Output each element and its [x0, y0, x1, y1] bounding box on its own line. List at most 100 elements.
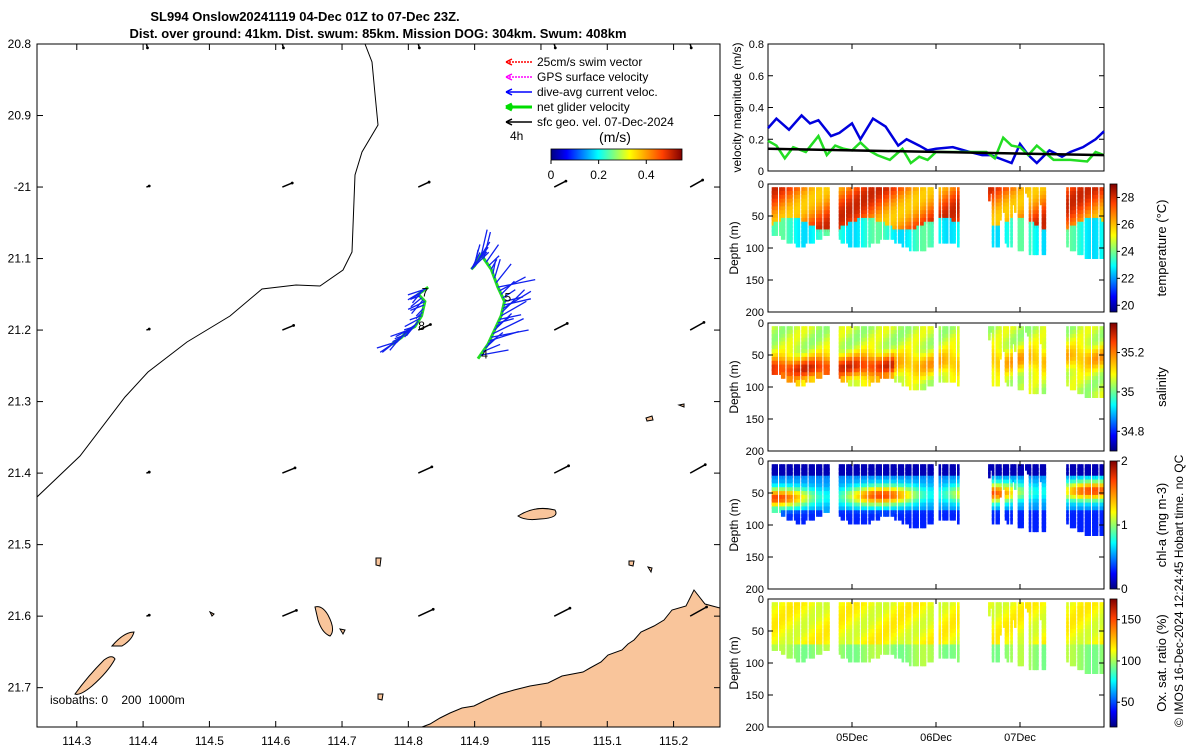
isobaths-label: isobaths: 0 200 1000m [50, 693, 185, 707]
salinity-y-tick-label: 50 [752, 350, 764, 362]
salinity-colorbar-tick-label: 35.2 [1121, 346, 1145, 360]
velocity-series-line [767, 133, 1105, 165]
salinity-colorbar-tick-label: 34.8 [1121, 424, 1145, 438]
salinity-y-axis-label: Depth (m) [727, 360, 741, 413]
temperature-colorbar-tick-label: 28 [1121, 190, 1135, 204]
time-x-tick-label: 06Dec [920, 732, 952, 744]
temperature-colorbar-tick-label: 20 [1121, 298, 1135, 312]
temperature-panel: 0 50 100 150 200 Depth (m) 20 22 24 26 28 temperatu… [727, 179, 1169, 319]
oxygen-y-tick-label: 100 [746, 658, 764, 670]
chla-y-tick-label: 100 [746, 520, 764, 532]
salinity-panel: 0 50 100 150 200 Depth (m) 34.8 35 35.2 salinity [727, 318, 1169, 458]
map-y-tick-label: 21.6 [8, 609, 32, 623]
temperature-y-tick-label: 100 [746, 243, 764, 255]
oxygen-colorbar-tick-label: 150 [1121, 613, 1141, 627]
geo-vector [553, 322, 568, 331]
island [338, 628, 346, 636]
legend-item-label: 25cm/s swim vector [537, 55, 642, 69]
title-line-2: Dist. over ground: 41km. Dist. swum: 85k… [129, 26, 626, 41]
time-x-tick-label: 07Dec [1004, 732, 1036, 744]
map-y-tick-label: 20.8 [8, 37, 32, 51]
island [314, 606, 334, 637]
colorbar [550, 148, 683, 161]
legend-item-label: dive-avg current veloc. [537, 85, 658, 99]
geo-vector [282, 324, 294, 331]
geo-vector [417, 608, 434, 617]
salinity-colorbar-tick-label: 35 [1121, 385, 1135, 399]
oxygen-y-tick-label: 150 [746, 690, 764, 702]
chla-colorbar-label: chl-a (mg m-3) [1154, 483, 1169, 568]
title-line-1: SL994 Onslow20241119 04-Dec 01Z to 07-De… [150, 9, 459, 24]
temperature-colorbar [1109, 183, 1118, 313]
island [375, 557, 382, 567]
time-series-panels: 0 0.2 0.4 0.6 0.8 velocity magnitude (m/s) 0 50… [727, 39, 1169, 744]
chla-y-tick-label: 150 [746, 552, 764, 564]
map-x-tick-label: 114.6 [261, 734, 290, 748]
temperature-colorbar-label: temperature (°C) [1154, 200, 1169, 297]
geo-vector [282, 467, 296, 474]
map-x-tick-label: 114.3 [62, 734, 91, 748]
legend-item-label: sfc geo. vel. 07-Dec-2024 [537, 115, 674, 129]
legend-item-label: GPS surface velocity [537, 70, 648, 84]
colorbar-tick-label: 0.4 [638, 168, 655, 182]
geo-vector [282, 182, 293, 188]
geo-vector [417, 466, 433, 474]
temperature-colorbar-tick-label: 24 [1121, 244, 1135, 258]
geo-vector [689, 606, 707, 617]
geo-vector [689, 464, 706, 474]
map-x-tick-label: 114.7 [327, 734, 356, 748]
geo-vector [689, 321, 705, 331]
colorbar-title: (m/s) [599, 129, 631, 145]
velocity-y-tick-label: 0 [758, 166, 764, 178]
chla-y-tick-label: 200 [746, 584, 764, 596]
salinity-y-tick-label: 0 [758, 318, 764, 330]
oxygen-y-tick-label: 50 [752, 626, 764, 638]
map-y-tick-label: 21.2 [8, 323, 32, 337]
map-y-tick-label: 21.7 [8, 681, 32, 695]
geo-vector [417, 181, 430, 188]
track-label: 7 [422, 285, 429, 299]
map-x-tick-label: 114.4 [129, 734, 158, 748]
island [377, 693, 384, 701]
map-panel: 114.3 114.4 114.5 114.6 114.7 114.8 114.9 115 11… [8, 37, 721, 748]
colorbar-tick-label: 0 [548, 168, 555, 182]
track-label: 4 [481, 348, 488, 362]
chla-colorbar-tick-label: 1 [1121, 518, 1128, 532]
map-x-tick-label: 114.5 [195, 734, 224, 748]
geo-vector [553, 607, 571, 617]
map-x-tick-label: 114.8 [394, 734, 423, 748]
geo-vector [282, 609, 297, 617]
velocity-y-tick-label: 0.6 [749, 71, 764, 83]
island [646, 566, 653, 574]
map-y-tick-label: 21.1 [8, 252, 32, 266]
map-x-tick-label: 114.9 [460, 734, 489, 748]
coastline [37, 44, 379, 498]
salinity-y-tick-label: 200 [746, 446, 764, 458]
velocity-y-axis-label: velocity magnitude (m/s) [730, 42, 744, 172]
track-label: 5 [504, 290, 511, 304]
temperature-y-axis-label: Depth (m) [727, 221, 741, 274]
glider-track [376, 229, 536, 360]
velocity-series-line [767, 113, 1105, 165]
oxygen-colorbar-tick-label: 50 [1121, 695, 1135, 709]
salinity-y-tick-label: 150 [746, 414, 764, 426]
oxygen-y-tick-label: 0 [758, 594, 764, 606]
temperature-colorbar-tick-label: 26 [1121, 217, 1135, 231]
track-label: 8 [418, 319, 425, 333]
temperature-colorbar-tick-label: 22 [1121, 271, 1135, 285]
island [677, 403, 685, 408]
oxygen-colorbar [1109, 598, 1118, 728]
time-x-tick-label: 05Dec [836, 732, 868, 744]
temperature-y-tick-label: 200 [746, 307, 764, 319]
chla-colorbar-tick-label: 2 [1121, 454, 1128, 468]
island [645, 415, 654, 422]
map-y-tick-label: 21.4 [8, 466, 32, 480]
map-x-tick-label: 115.1 [593, 734, 622, 748]
island [208, 610, 215, 617]
oxygen-colorbar-tick-label: 100 [1121, 654, 1141, 668]
legend-item-label: net glider velocity [537, 100, 630, 114]
salinity-colorbar [1109, 322, 1118, 452]
map-y-tick-label: 21.3 [8, 395, 32, 409]
